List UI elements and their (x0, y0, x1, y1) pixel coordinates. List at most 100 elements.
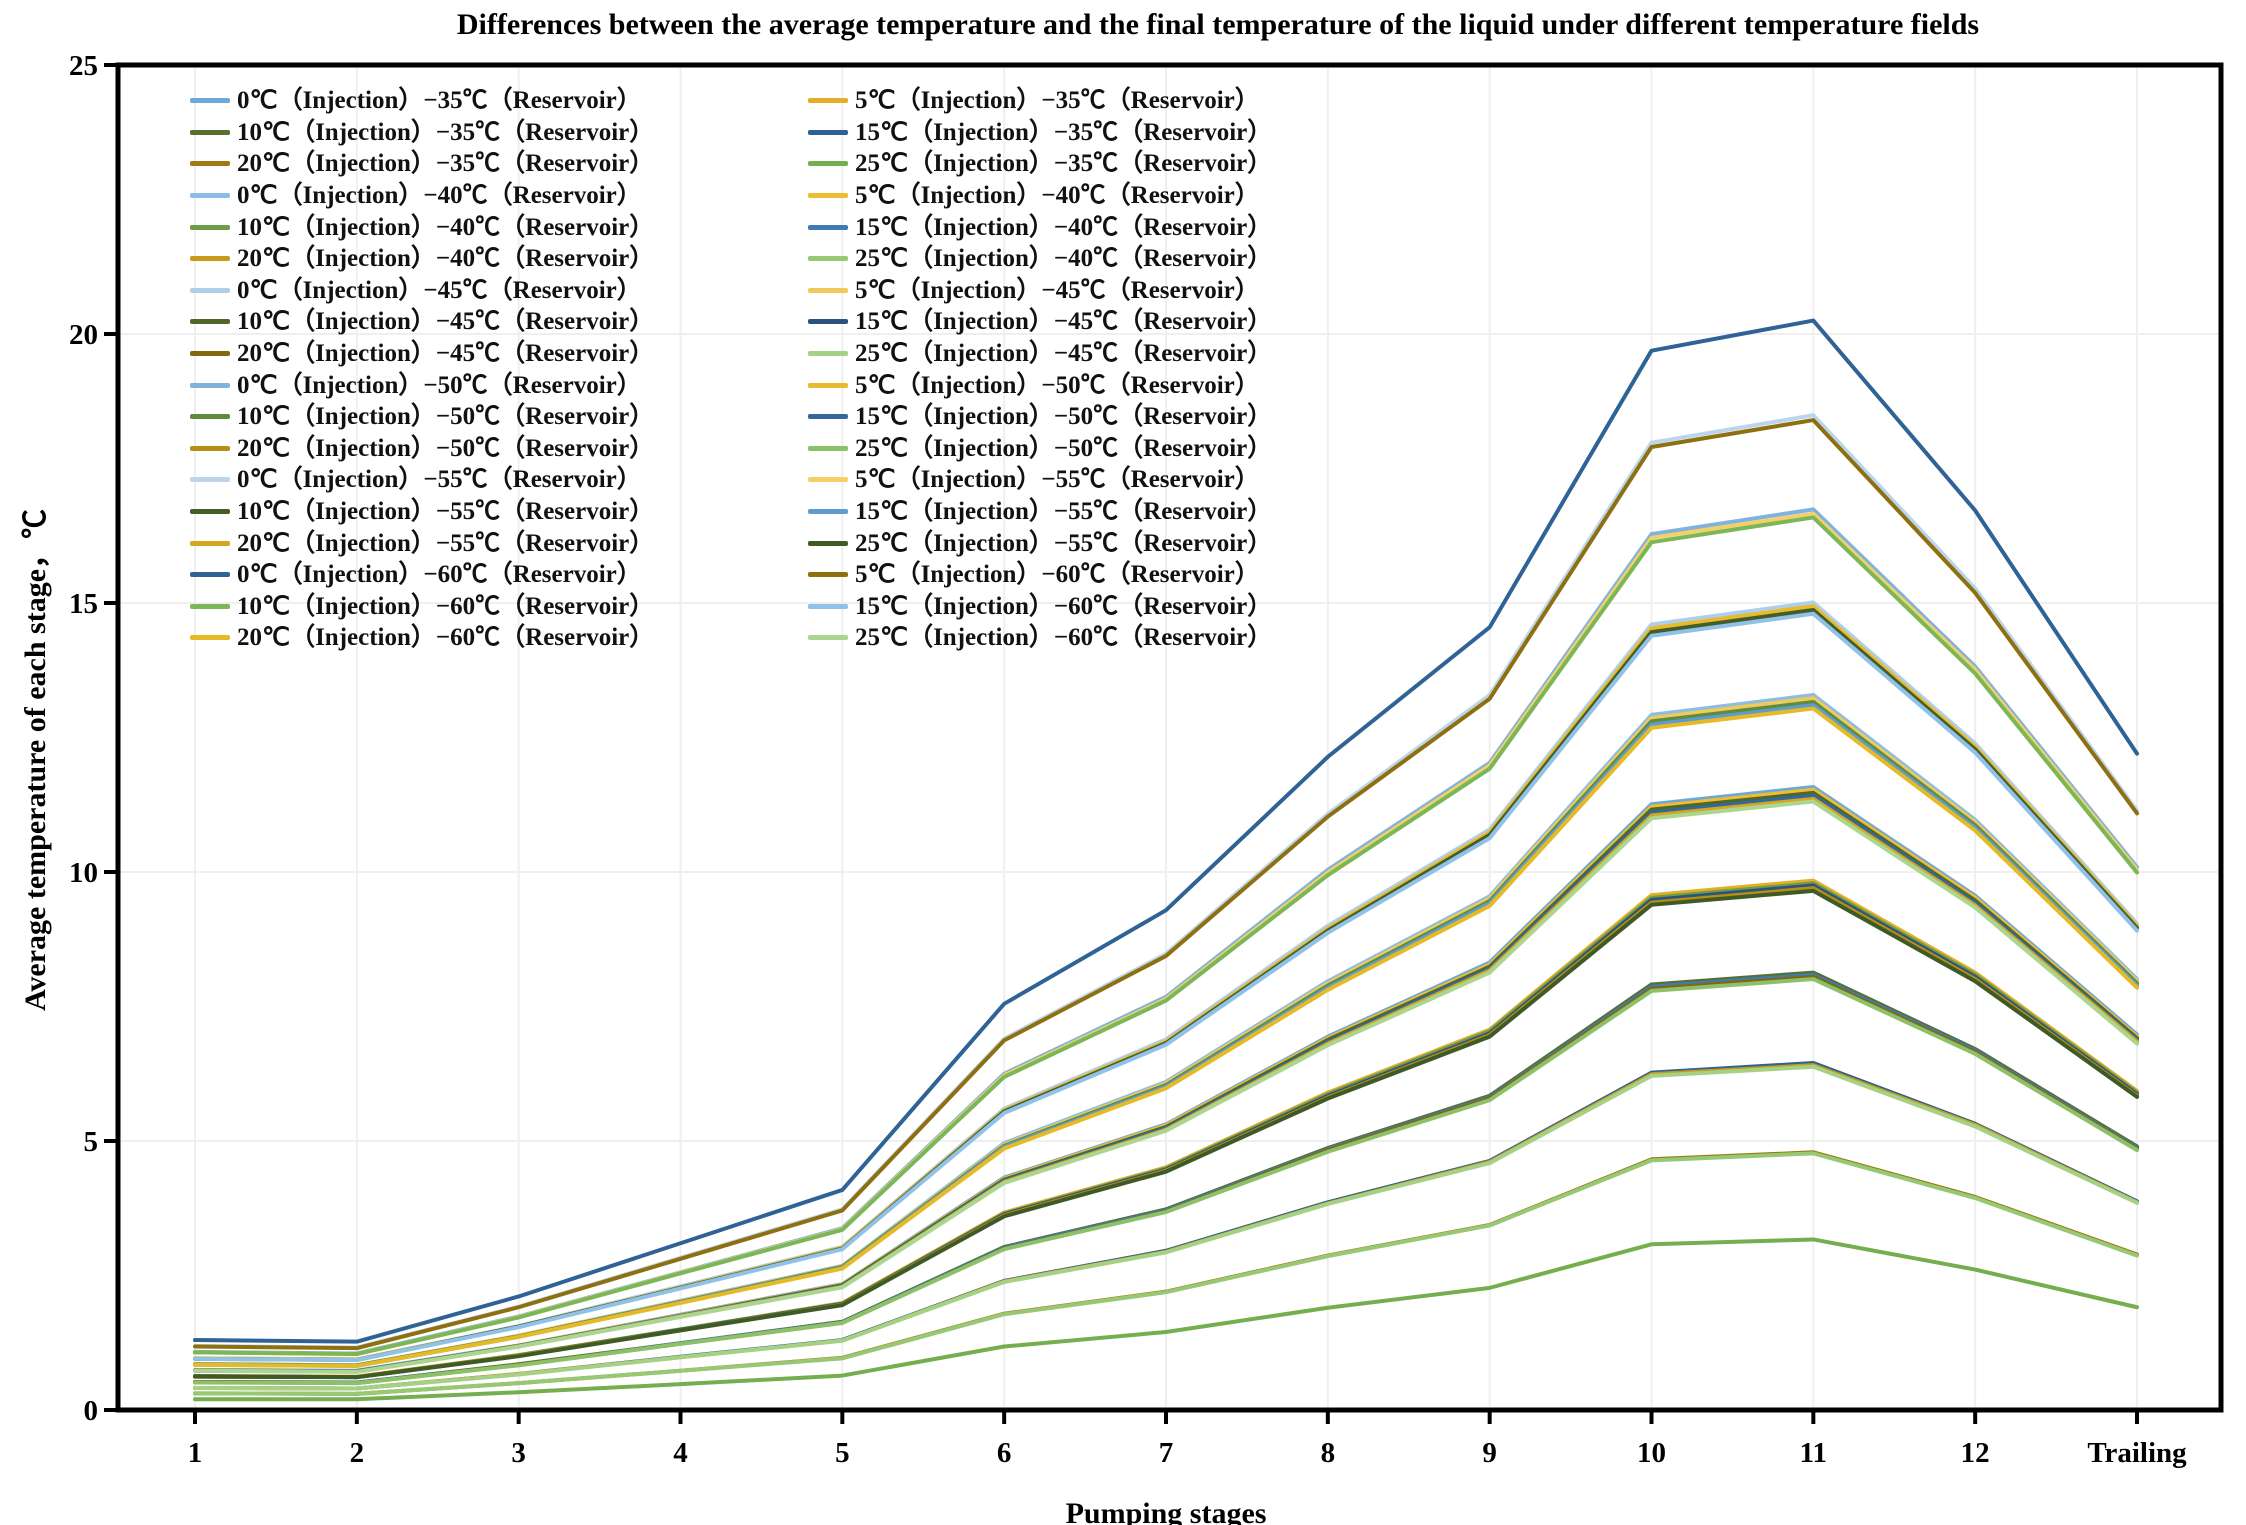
legend-item: 25℃（Injection）−40℃（Reservoir） (808, 243, 1426, 275)
legend-label: 0℃（Injection）−40℃（Reservoir） (237, 182, 642, 210)
legend-label: 25℃（Injection）−40℃（Reservoir） (855, 245, 1273, 273)
legend-swatch (808, 540, 848, 546)
legend-swatch (808, 256, 848, 262)
legend-item: 20℃（Injection）−55℃（Reservoir） (190, 527, 808, 559)
x-tick-label: 6 (997, 1437, 1012, 1469)
series-line (193, 1064, 2139, 1391)
legend-item: 20℃（Injection）−40℃（Reservoir） (190, 243, 808, 275)
legend-label: 25℃（Injection）−35℃（Reservoir） (855, 150, 1273, 178)
legend-item: 0℃（Injection）−35℃（Reservoir） (190, 85, 808, 117)
legend-item: 5℃（Injection）−55℃（Reservoir） (808, 464, 1426, 496)
legend-item: 15℃（Injection）−55℃（Reservoir） (808, 496, 1426, 528)
legend-label: 20℃（Injection）−60℃（Reservoir） (237, 624, 655, 652)
legend-swatch (190, 477, 230, 483)
legend-swatch (190, 98, 230, 104)
legend-swatch (808, 224, 848, 230)
y-tick-label: 15 (69, 588, 98, 620)
legend-label: 0℃（Injection）−55℃（Reservoir） (237, 466, 642, 494)
legend-item: 25℃（Injection）−45℃（Reservoir） (808, 338, 1426, 370)
legend-item: 0℃（Injection）−55℃（Reservoir） (190, 464, 808, 496)
legend-item: 25℃（Injection）−60℃（Reservoir） (808, 622, 1426, 654)
legend-swatch (190, 319, 230, 325)
legend-item: 5℃（Injection）−50℃（Reservoir） (808, 369, 1426, 401)
plot-frame (115, 62, 2224, 1413)
legend-label: 10℃（Injection）−55℃（Reservoir） (237, 498, 655, 526)
legend-label: 20℃（Injection）−55℃（Reservoir） (237, 529, 655, 557)
legend-swatch (190, 256, 230, 262)
series-line (193, 799, 2139, 1374)
series-line (193, 1237, 2139, 1402)
legend-item: 5℃（Injection）−40℃（Reservoir） (808, 180, 1426, 212)
legend-item: 0℃（Injection）−50℃（Reservoir） (190, 369, 808, 401)
legend-item: 5℃（Injection）−45℃（Reservoir） (808, 275, 1426, 307)
legend-swatch (808, 193, 848, 199)
legend-item: 25℃（Injection）−55℃（Reservoir） (808, 527, 1426, 559)
legend-item: 10℃（Injection）−45℃（Reservoir） (190, 306, 808, 338)
legend-label: 10℃（Injection）−50℃（Reservoir） (237, 403, 655, 431)
legend-swatch (808, 509, 848, 515)
legend-swatch (808, 382, 848, 388)
legend-item: 20℃（Injection）−45℃（Reservoir） (190, 338, 808, 370)
legend-label: 5℃（Injection）−35℃（Reservoir） (855, 87, 1260, 115)
legend-item: 25℃（Injection）−50℃（Reservoir） (808, 433, 1426, 465)
x-tick-label: 8 (1321, 1437, 1336, 1469)
x-tick-label: 12 (1961, 1437, 1990, 1469)
x-tick-label: 7 (1159, 1437, 1174, 1469)
legend-swatch (190, 635, 230, 641)
legend-label: 20℃（Injection）−40℃（Reservoir） (237, 245, 655, 273)
legend-swatch (190, 287, 230, 293)
legend-label: 5℃（Injection）−50℃（Reservoir） (855, 371, 1260, 399)
legend-label: 20℃（Injection）−35℃（Reservoir） (237, 150, 655, 178)
legend-swatch (808, 98, 848, 104)
x-axis-title: Pumping stages (1065, 1497, 1267, 1525)
series-line (193, 611, 2139, 1362)
series-line (193, 888, 2139, 1380)
legend-label: 10℃（Injection）−35℃（Reservoir） (237, 118, 655, 146)
legend-swatch (808, 445, 848, 451)
legend-swatch (808, 477, 848, 483)
legend-item: 10℃（Injection）−50℃（Reservoir） (190, 401, 808, 433)
y-tick-label: 20 (69, 319, 98, 351)
x-tick-label: 4 (673, 1437, 688, 1469)
legend-label: 10℃（Injection）−60℃（Reservoir） (237, 592, 655, 620)
legend-item: 0℃（Injection）−40℃（Reservoir） (190, 180, 808, 212)
series-line (193, 977, 2139, 1386)
x-tick-label: 9 (1482, 1437, 1497, 1469)
x-tick-label: Trailing (2087, 1437, 2187, 1469)
x-tick-label: 11 (1800, 1437, 1827, 1469)
legend-swatch (190, 603, 230, 609)
legend-label: 20℃（Injection）−45℃（Reservoir） (237, 340, 655, 368)
legend-item: 10℃（Injection）−55℃（Reservoir） (190, 496, 808, 528)
legend-item: 15℃（Injection）−45℃（Reservoir） (808, 306, 1426, 338)
legend-item: 10℃（Injection）−60℃（Reservoir） (190, 591, 808, 623)
series-line (193, 706, 2139, 1368)
chart-legend: 0℃（Injection）−35℃（Reservoir） 5℃（Injection… (190, 85, 1426, 654)
legend-label: 0℃（Injection）−45℃（Reservoir） (237, 276, 642, 304)
legend-label: 0℃（Injection）−50℃（Reservoir） (237, 371, 642, 399)
legend-label: 25℃（Injection）−45℃（Reservoir） (855, 340, 1273, 368)
legend-label: 15℃（Injection）−60℃（Reservoir） (855, 592, 1273, 620)
legend-swatch (808, 414, 848, 420)
legend-label: 0℃（Injection）−60℃（Reservoir） (237, 561, 642, 589)
legend-swatch (190, 382, 230, 388)
legend-label: 5℃（Injection）−60℃（Reservoir） (855, 561, 1260, 589)
legend-item: 0℃（Injection）−60℃（Reservoir） (190, 559, 808, 591)
legend-label: 5℃（Injection）−55℃（Reservoir） (855, 466, 1260, 494)
legend-item: 5℃（Injection）−35℃（Reservoir） (808, 85, 1426, 117)
legend-swatch (808, 603, 848, 609)
legend-swatch (808, 287, 848, 293)
legend-label: 15℃（Injection）−50℃（Reservoir） (855, 403, 1273, 431)
legend-label: 15℃（Injection）−40℃（Reservoir） (855, 213, 1273, 241)
legend-swatch (808, 161, 848, 167)
legend-swatch (190, 224, 230, 230)
legend-swatch (190, 540, 230, 546)
chart-title: Differences between the average temperat… (456, 8, 1980, 41)
series-line (193, 1151, 2139, 1396)
legend-label: 10℃（Injection）−45℃（Reservoir） (237, 308, 655, 336)
legend-swatch (190, 445, 230, 451)
y-tick-label: 25 (69, 50, 98, 82)
legend-swatch (190, 161, 230, 167)
legend-item: 15℃（Injection）−35℃（Reservoir） (808, 117, 1426, 149)
legend-swatch (808, 319, 848, 325)
